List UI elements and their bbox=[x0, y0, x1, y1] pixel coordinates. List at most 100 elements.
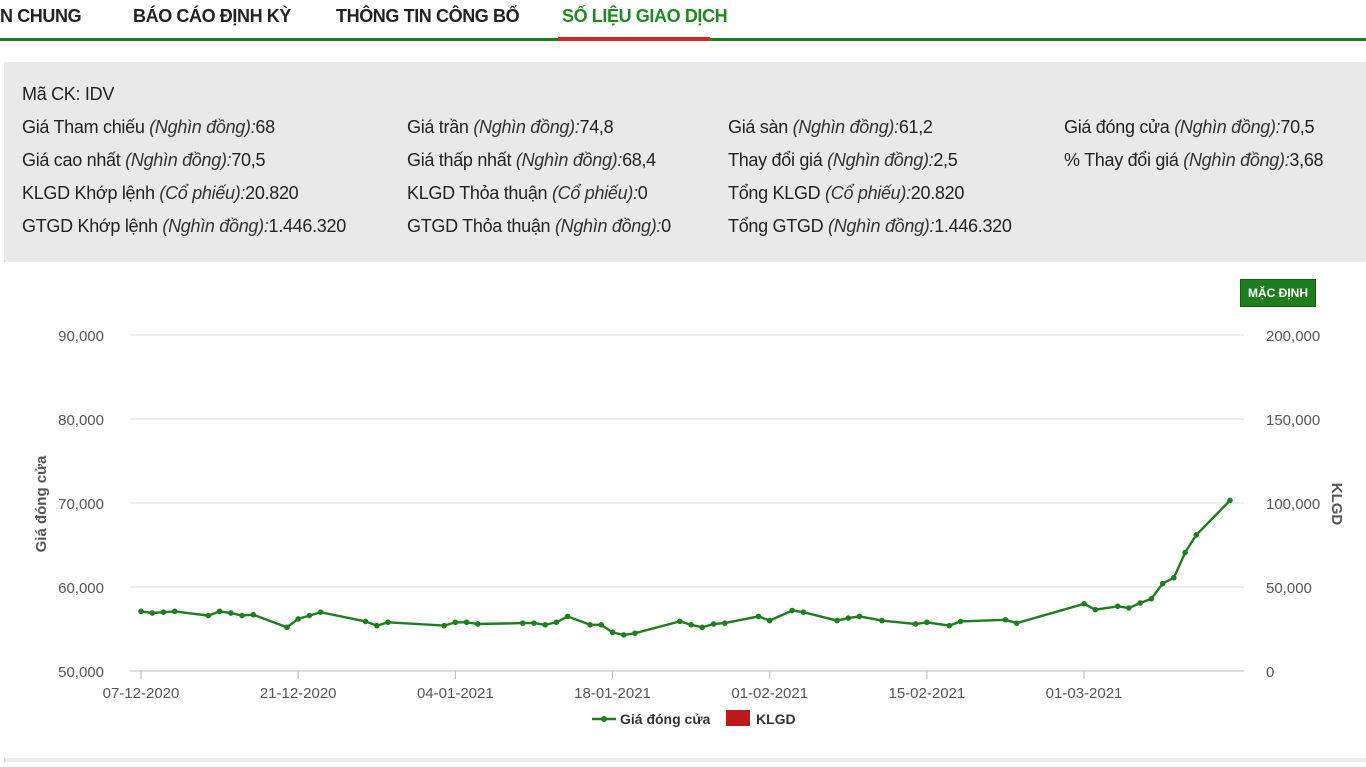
left-axis-tick-label: 70,000 bbox=[58, 496, 104, 513]
price-point bbox=[699, 624, 706, 631]
price-point bbox=[1013, 620, 1020, 626]
info-field-label: Giá đóng cửa bbox=[1064, 117, 1175, 137]
info-field-unit: (Nghìn đồng): bbox=[149, 117, 256, 137]
legend-line-marker bbox=[601, 716, 607, 722]
info-field-label: KLGD Thỏa thuận bbox=[407, 183, 552, 203]
info-field-unit: (Nghìn đồng): bbox=[554, 216, 662, 236]
price-point bbox=[1092, 606, 1099, 613]
info-field-value: 70,5 bbox=[1280, 117, 1315, 137]
left-axis-tick-label: 90,000 bbox=[58, 328, 104, 345]
info-field: Giá trần (Nghìn đồng):74,8 bbox=[407, 117, 614, 138]
tab-general-info[interactable]: N CHUNG bbox=[0, 6, 82, 26]
info-field-label: GTGD Khớp lệnh bbox=[22, 216, 163, 236]
info-field-value: 1.446.320 bbox=[268, 216, 347, 236]
info-field-unit: (Nghìn đồng): bbox=[827, 150, 934, 170]
price-point bbox=[1171, 574, 1177, 581]
info-field-label: Giá thấp nhất bbox=[407, 150, 516, 170]
price-point bbox=[519, 620, 526, 626]
info-field-value: 61,2 bbox=[898, 117, 933, 137]
price-point bbox=[239, 612, 245, 619]
info-field: Tổng KLGD (Cổ phiếu):20.820 bbox=[728, 183, 964, 204]
price-point bbox=[306, 612, 313, 619]
tab-periodic-reports[interactable]: BÁO CÁO ĐỊNH KỲ bbox=[133, 6, 292, 26]
price-point bbox=[553, 619, 560, 626]
info-field-unit: (Nghìn đồng): bbox=[828, 216, 935, 236]
right-axis-tick-label: 100,000 bbox=[1266, 496, 1320, 513]
price-point bbox=[216, 608, 223, 615]
price-point bbox=[598, 622, 605, 628]
info-field-label: Tổng KLGD bbox=[728, 183, 826, 203]
price-point bbox=[317, 609, 324, 615]
price-point bbox=[834, 617, 840, 624]
info-field: KLGD Khớp lệnh (Cổ phiếu):20.820 bbox=[22, 183, 299, 204]
price-point bbox=[362, 618, 369, 625]
info-field-label: Tổng GTGD bbox=[728, 216, 829, 236]
tab-bar: N CHUNG BÁO CÁO ĐỊNH KỲ THÔNG TIN CÔNG B… bbox=[0, 0, 1366, 42]
default-view-button[interactable]: MẶC ĐỊNH bbox=[1240, 279, 1316, 307]
price-point bbox=[138, 608, 144, 615]
ticker-row: Mã CK: IDV bbox=[22, 84, 114, 105]
left-axis-tick-label: 50,000 bbox=[58, 664, 104, 681]
left-axis-tick-label: 80,000 bbox=[58, 412, 104, 429]
info-field: Tổng GTGD (Nghìn đồng):1.446.320 bbox=[728, 216, 1012, 237]
info-field-value: 68,4 bbox=[622, 150, 656, 170]
price-point bbox=[542, 622, 548, 628]
price-point bbox=[856, 613, 863, 620]
price-point bbox=[632, 630, 638, 636]
info-field-value: 0 bbox=[661, 216, 671, 236]
right-axis-tick-label: 50,000 bbox=[1266, 580, 1312, 597]
info-field: GTGD Thỏa thuận (Nghìn đồng):0 bbox=[407, 216, 671, 237]
price-point bbox=[1159, 580, 1166, 587]
price-point bbox=[385, 619, 391, 626]
info-field: Giá đóng cửa (Nghìn đồng):70,5 bbox=[1064, 117, 1315, 138]
active-tab-indicator bbox=[558, 37, 710, 41]
price-point bbox=[924, 619, 930, 626]
right-axis-tick-label: 0 bbox=[1266, 664, 1274, 681]
price-point bbox=[441, 622, 447, 629]
price-point bbox=[1137, 600, 1143, 606]
price-point bbox=[766, 617, 773, 624]
info-field-value: 20.820 bbox=[910, 183, 965, 203]
x-axis-tick-label: 01-02-2021 bbox=[731, 685, 808, 702]
price-point bbox=[205, 612, 212, 619]
price-point bbox=[789, 607, 795, 614]
price-point bbox=[721, 620, 728, 626]
info-field-label: % Thay đổi giá bbox=[1064, 150, 1184, 170]
info-field-unit: (Nghìn đồng): bbox=[515, 150, 623, 170]
tab-disclosures[interactable]: THÔNG TIN CÔNG BỐ bbox=[336, 6, 520, 26]
price-point bbox=[284, 624, 290, 631]
price-point bbox=[1193, 532, 1200, 538]
price-point bbox=[1148, 595, 1155, 602]
chart-area: 50,000 0 60,000 50,000 70,000 100,000 80,000 15… bbox=[4, 262, 1366, 758]
info-field-value: 70,5 bbox=[231, 150, 266, 170]
price-point bbox=[475, 621, 481, 627]
ticker-value: IDV bbox=[84, 84, 115, 104]
x-axis-tick-label: 21-12-2020 bbox=[260, 685, 337, 702]
info-field: Giá sàn (Nghìn đồng):61,2 bbox=[728, 117, 933, 138]
price-point bbox=[845, 615, 852, 621]
info-field-unit: (Nghìn đồng): bbox=[1183, 150, 1290, 170]
info-field-unit: (Nghìn đồng): bbox=[162, 216, 269, 236]
x-axis-tick-label: 18-01-2021 bbox=[574, 685, 651, 702]
info-field-label: GTGD Thỏa thuận bbox=[407, 216, 555, 236]
price-point bbox=[1227, 497, 1233, 504]
price-point bbox=[564, 613, 571, 620]
price-series-line bbox=[140, 499, 1231, 637]
price-point bbox=[1114, 603, 1121, 610]
tab-trading-data[interactable]: SỐ LIỆU GIAO DỊCH bbox=[562, 6, 728, 26]
x-axis-tick-label: 01-03-2021 bbox=[1046, 685, 1123, 702]
info-field-value: 68 bbox=[255, 117, 275, 137]
info-field-unit: (Nghìn đồng): bbox=[125, 150, 232, 170]
price-point bbox=[688, 622, 694, 628]
ticker-label: Mã CK: bbox=[22, 84, 81, 104]
info-field: Giá thấp nhất (Nghìn đồng):68,4 bbox=[407, 150, 656, 171]
info-field-unit: (Cổ phiếu): bbox=[825, 183, 911, 203]
price-point bbox=[1081, 601, 1087, 607]
info-field-label: Thay đổi giá bbox=[728, 150, 828, 170]
info-field-unit: (Nghìn đồng): bbox=[1174, 117, 1281, 137]
right-axis-tick-label: 150,000 bbox=[1266, 412, 1320, 429]
price-point bbox=[1126, 605, 1132, 611]
price-point bbox=[1182, 549, 1188, 556]
price-point bbox=[879, 617, 885, 624]
info-field-label: Giá cao nhất bbox=[22, 150, 126, 170]
